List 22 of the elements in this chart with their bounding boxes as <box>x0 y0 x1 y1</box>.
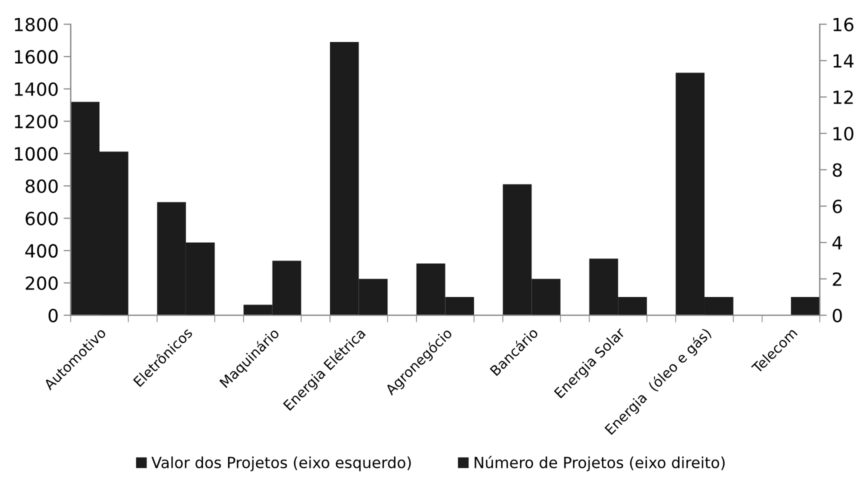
y2-tick-label: 12 <box>834 90 853 104</box>
y-tick-label: 1000 <box>14 147 58 161</box>
legend-label: Valor dos Projetos (eixo esquerdo) <box>151 456 411 472</box>
y2-tick-label: 6 <box>832 200 842 214</box>
y-tick-label: 1800 <box>14 18 58 32</box>
y2-tick-label: 4 <box>832 236 842 250</box>
y2-tick-label: 2 <box>832 272 842 286</box>
y-tick-label: 0 <box>48 308 58 322</box>
y-tick-label: 1200 <box>14 114 58 128</box>
y-tick-label: 200 <box>26 276 58 290</box>
y-tick-label: 1600 <box>14 50 58 64</box>
bar <box>790 297 820 316</box>
y2-tick-label: 16 <box>834 18 854 32</box>
y-tick-label: 600 <box>26 212 58 226</box>
y2-tick-label: 0 <box>832 308 842 322</box>
legend-label: Número de Projetos (eixo direito) <box>474 456 725 472</box>
y-tick-label: 400 <box>25 244 58 258</box>
y-tick-label: 1400 <box>14 82 58 96</box>
y2-tick-label: 10 <box>834 126 854 140</box>
y2-tick-label: 8 <box>832 163 842 177</box>
y-tick-label: 800 <box>26 179 58 194</box>
y2-tick-label: 14 <box>834 54 854 68</box>
